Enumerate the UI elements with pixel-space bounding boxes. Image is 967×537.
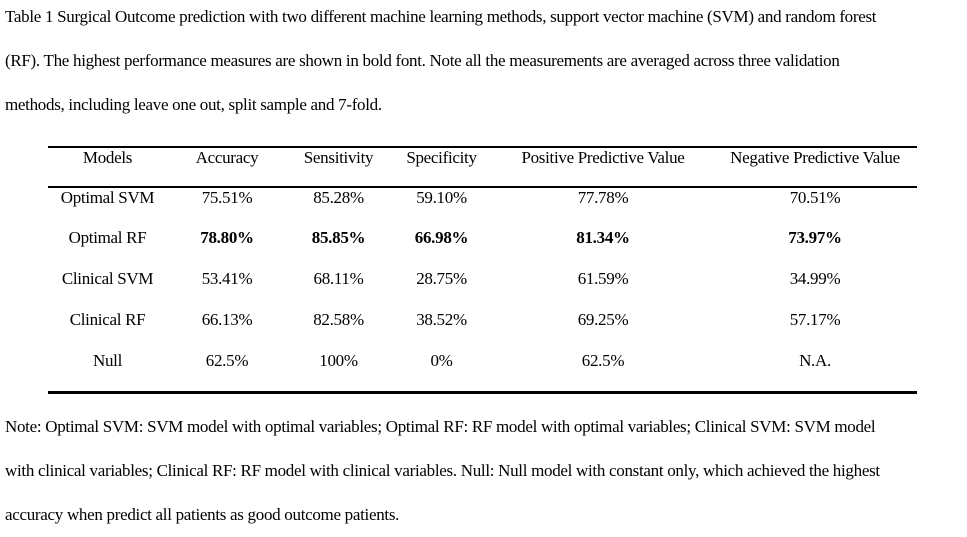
note-line-3: accuracy when predict all patients as go… xyxy=(5,505,400,524)
results-table: Models Accuracy Sensitivity Specificity … xyxy=(48,146,917,394)
sensitivity-value: 82.58% xyxy=(313,310,364,329)
caption-line-1: Table 1 Surgical Outcome prediction with… xyxy=(5,7,877,26)
specificity-value: 28.75% xyxy=(416,269,467,288)
table-header-row: Models Accuracy Sensitivity Specificity … xyxy=(48,147,917,188)
specificity-value: 0% xyxy=(430,351,453,370)
ppv-value: 69.25% xyxy=(577,310,629,329)
ppv-value: 77.78% xyxy=(577,188,629,207)
sensitivity-value: 68.11% xyxy=(313,269,364,288)
accuracy-value: 53.41% xyxy=(201,269,253,288)
sensitivity-value: 85.28% xyxy=(313,188,364,207)
ppv-value: 81.34% xyxy=(576,228,630,247)
ppv-value: 62.5% xyxy=(581,351,625,370)
col-header-sensitivity: Sensitivity xyxy=(287,147,390,188)
table-row-optimal-rf: Optimal RF 78.80% 85.85% 66.98% 81.34% 7… xyxy=(48,228,917,269)
model-name: Optimal SVM xyxy=(60,188,155,207)
col-header-npv: Negative Predictive Value xyxy=(713,147,917,188)
accuracy-value: 66.13% xyxy=(201,310,253,329)
caption-line-2: (RF). The highest performance measures a… xyxy=(5,51,840,70)
caption-line-3: methods, including leave one out, split … xyxy=(5,95,382,114)
accuracy-value: 78.80% xyxy=(200,228,254,247)
accuracy-value: 75.51% xyxy=(201,188,253,207)
npv-value: 34.99% xyxy=(789,269,841,288)
document-page: { "page": { "background": "#ffffff", "te… xyxy=(5,0,965,524)
model-name: Clinical RF xyxy=(69,310,146,329)
model-name: Optimal RF xyxy=(68,228,147,247)
npv-value: N.A. xyxy=(799,351,831,370)
note-line-1: Note: Optimal SVM: SVM model with optima… xyxy=(5,417,876,436)
table-row-optimal-svm: Optimal SVM 75.51% 85.28% 59.10% 77.78% … xyxy=(48,187,917,228)
specificity-value: 66.98% xyxy=(414,228,469,247)
model-name: Clinical SVM xyxy=(61,269,154,288)
sensitivity-value: 85.85% xyxy=(311,228,366,247)
col-header-models: Models xyxy=(48,147,167,188)
sensitivity-value: 100% xyxy=(319,351,358,370)
col-header-accuracy: Accuracy xyxy=(167,147,287,188)
table-row-clinical-rf: Clinical RF 66.13% 82.58% 38.52% 69.25% … xyxy=(48,310,917,351)
col-header-specificity: Specificity xyxy=(390,147,493,188)
specificity-value: 38.52% xyxy=(416,310,467,329)
npv-value: 73.97% xyxy=(788,228,842,247)
npv-value: 57.17% xyxy=(789,310,841,329)
specificity-value: 59.10% xyxy=(416,188,467,207)
note-line-2: with clinical variables; Clinical RF: RF… xyxy=(5,461,880,480)
table-note: Note: Optimal SVM: SVM model with optima… xyxy=(5,405,965,537)
table-row-clinical-svm: Clinical SVM 53.41% 68.11% 28.75% 61.59%… xyxy=(48,269,917,310)
table-row-null: Null 62.5% 100% 0% 62.5% N.A. xyxy=(48,351,917,392)
accuracy-value: 62.5% xyxy=(205,351,249,370)
model-name: Null xyxy=(92,351,123,370)
col-header-ppv: Positive Predictive Value xyxy=(493,147,713,188)
npv-value: 70.51% xyxy=(789,188,841,207)
table-caption: Table 1 Surgical Outcome prediction with… xyxy=(5,0,965,127)
ppv-value: 61.59% xyxy=(577,269,629,288)
